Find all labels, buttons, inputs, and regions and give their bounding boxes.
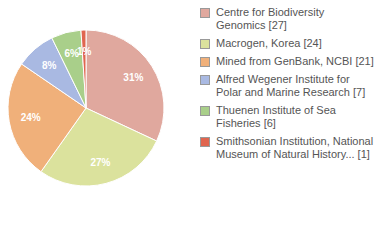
html-text:Alfred Wegener Institute for P: Alfred Wegener Institute for Polar and M…	[216, 73, 366, 98]
svg-text:1%: 1%	[77, 46, 92, 57]
svg-text:27%: 27%	[90, 157, 110, 168]
svg-text:31%: 31%	[123, 72, 143, 83]
html-text:Centre for Biodiversity Genomi: Centre for Biodiversity Genomics [27]	[216, 6, 325, 31]
html-text:Macrogen, Korea [24]: Macrogen, Korea [24]	[216, 37, 322, 49]
html-text:Mined from GenBank, NCBI [21]: Mined from GenBank, NCBI [21]	[216, 55, 374, 67]
html-text:Smithsonian Institution, Natio: Smithsonian Institution, National Museum…	[216, 135, 374, 160]
svg-text:6%: 6%	[64, 48, 79, 60]
svg-text:24%: 24%	[21, 112, 41, 123]
html-text:Thuenen Institute of Sea Fishe: Thuenen Institute of Sea Fisheries [6]	[216, 104, 336, 129]
svg-text:8%: 8%	[42, 60, 57, 71]
